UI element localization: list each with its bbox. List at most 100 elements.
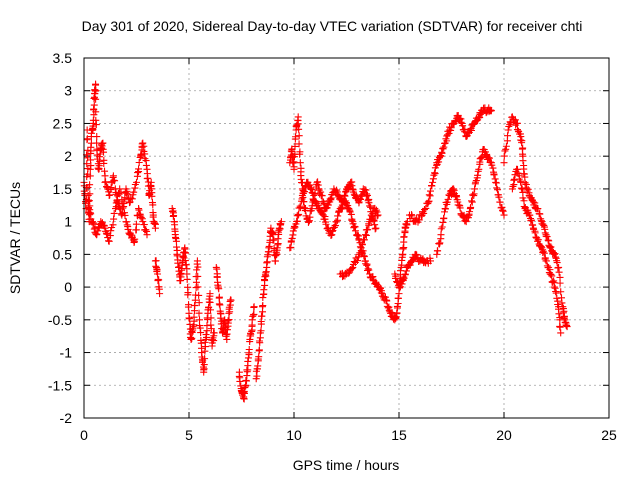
data-point [467, 203, 475, 211]
data-point [273, 244, 281, 252]
data-point [468, 197, 476, 205]
data-point [440, 214, 448, 222]
data-point [89, 219, 97, 227]
data-point [383, 302, 391, 310]
data-point [365, 221, 373, 229]
data-point [194, 283, 202, 291]
data-point [477, 154, 485, 162]
data-point [519, 157, 527, 165]
data-point [469, 191, 477, 199]
data-point [494, 186, 502, 194]
x-tick-label: 0 [80, 427, 88, 443]
data-point [124, 225, 132, 233]
data-point [556, 316, 564, 324]
data-point [351, 227, 359, 235]
data-point [557, 329, 565, 337]
data-point [265, 242, 273, 250]
data-point [371, 221, 379, 229]
data-point [374, 211, 382, 219]
data-point [498, 206, 506, 214]
data-point [427, 257, 434, 265]
data-point [434, 247, 442, 255]
data-point [361, 231, 369, 239]
data-point [517, 184, 525, 192]
data-point [555, 310, 563, 318]
data-point [447, 124, 455, 132]
data-point [87, 143, 95, 151]
data-point [293, 121, 301, 129]
data-point [184, 303, 192, 311]
data-point [87, 129, 95, 137]
data-point [440, 208, 448, 216]
data-point [225, 316, 233, 324]
data-point [93, 133, 101, 141]
data-point [547, 243, 555, 251]
data-point [270, 236, 278, 244]
data-point [133, 178, 140, 186]
data-point [295, 125, 303, 133]
data-point [529, 221, 537, 229]
data-point [543, 233, 551, 241]
data-point [334, 212, 342, 220]
data-point [296, 150, 304, 158]
data-point [194, 263, 202, 271]
data-point [151, 220, 159, 228]
data-point [366, 202, 374, 210]
data-point [319, 211, 327, 219]
data-point [90, 225, 98, 233]
data-point [101, 178, 109, 186]
data-point [420, 209, 428, 217]
data-point [519, 144, 527, 152]
data-point [255, 346, 263, 354]
data-point [383, 297, 391, 305]
data-point [277, 218, 285, 226]
data-point [402, 267, 410, 275]
y-tick-label: -1 [60, 345, 73, 361]
data-point [364, 265, 372, 273]
data-point [207, 325, 215, 333]
data-point [274, 235, 282, 243]
data-point [501, 147, 509, 155]
data-point [498, 203, 506, 211]
data-point [99, 139, 107, 147]
data-point [456, 204, 464, 212]
data-point [290, 165, 298, 173]
data-point [392, 272, 400, 280]
data-point [550, 283, 558, 291]
data-point [143, 231, 151, 239]
data-point [320, 198, 328, 206]
data-point [496, 198, 504, 206]
data-point [197, 329, 205, 337]
data-point [483, 150, 491, 158]
data-point [440, 143, 448, 151]
y-tick-label: 1.5 [53, 181, 73, 197]
data-point [201, 338, 209, 346]
data-point [444, 195, 452, 203]
data-point [200, 361, 208, 369]
chart-title: Day 301 of 2020, Sidereal Day-to-day VTE… [82, 18, 583, 34]
data-point [449, 188, 457, 196]
data-point [528, 216, 536, 224]
data-point [259, 302, 267, 310]
data-point [438, 149, 446, 157]
data-point [541, 254, 549, 262]
data-point [306, 184, 314, 192]
data-point [95, 224, 103, 232]
data-point [531, 229, 539, 237]
data-point [487, 106, 495, 114]
data-point [144, 174, 152, 182]
data-point [323, 204, 331, 212]
data-point [250, 310, 258, 318]
data-point [254, 362, 262, 370]
data-point [393, 309, 401, 317]
data-point [461, 128, 469, 136]
data-point [135, 206, 143, 214]
data-point [425, 197, 433, 205]
y-tick-label: 2 [64, 148, 72, 164]
data-point [100, 148, 108, 156]
data-point [190, 313, 198, 321]
data-point [518, 185, 526, 193]
data-point [105, 237, 113, 245]
data-point [87, 156, 95, 164]
data-point [201, 355, 209, 363]
